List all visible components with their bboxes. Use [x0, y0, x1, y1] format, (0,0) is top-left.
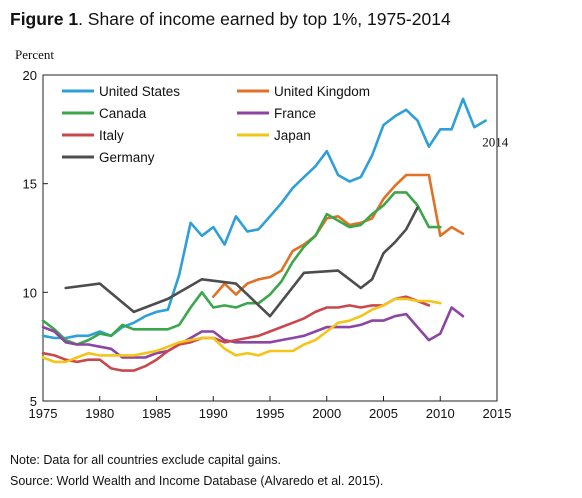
series-lines	[41, 97, 487, 372]
legend-label-germany: Germany	[99, 150, 155, 165]
x-tick-label: 2000	[312, 406, 341, 421]
figure-label: Figure 1	[10, 9, 79, 29]
x-tick-label: 2005	[369, 406, 398, 421]
annotations: 2014	[482, 135, 509, 150]
y-tick-label: 15	[23, 177, 37, 192]
legend-label-canada: Canada	[99, 106, 147, 121]
y-tick-label: 5	[30, 394, 37, 409]
series-line-germany	[64, 206, 419, 318]
legend-label-france: France	[274, 106, 316, 121]
legend-label-united-kingdom: United Kingdom	[274, 84, 370, 99]
y-tick-label: 20	[23, 68, 37, 83]
x-tick-label: 1985	[142, 406, 171, 421]
y-axis-label: Percent	[15, 47, 54, 62]
series-line-japan	[41, 297, 442, 364]
series-line-united-kingdom	[212, 173, 465, 298]
series-line-canada	[41, 191, 442, 346]
chart-source: Source: World Wealth and Income Database…	[10, 474, 384, 488]
chart-title: Figure 1. Share of income earned by top …	[10, 9, 451, 30]
legend-label-united-states: United States	[99, 84, 180, 99]
x-tick-label: 1975	[29, 406, 58, 421]
x-tick-label: 1980	[85, 406, 114, 421]
series-line-france	[41, 306, 465, 359]
legend-label-japan: Japan	[274, 128, 311, 143]
annotation-label: 2014	[482, 135, 509, 150]
x-tick-label: 1995	[256, 406, 285, 421]
line-chart: Percent 1975 1980 1985 1990 1995 2000 2005 2010…	[15, 47, 512, 421]
legend-label-italy: Italy	[99, 128, 124, 143]
series-line-italy	[41, 295, 431, 372]
x-tick-label: 2010	[426, 406, 455, 421]
axes: 1975 1980 1985 1990 1995 2000 2005 2010 2015 5 10 1…	[23, 68, 512, 421]
figure-title-text: . Share of income earned by top 1%, 1975…	[78, 9, 451, 29]
legend: United States United Kingdom Canada France I…	[62, 84, 370, 165]
chart-note: Note: Data for all countries exclude cap…	[10, 453, 281, 467]
x-tick-label: 1990	[199, 406, 228, 421]
y-tick-label: 10	[23, 285, 37, 300]
x-tick-label: 2015	[483, 406, 512, 421]
